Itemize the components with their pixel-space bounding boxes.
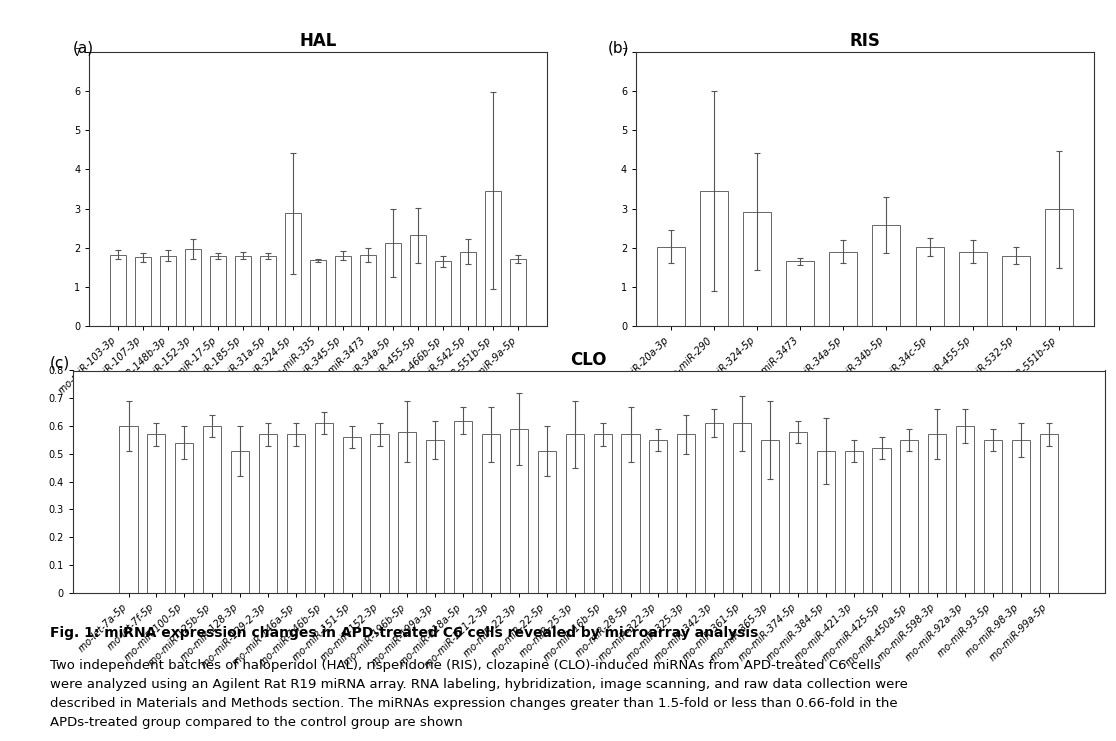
Bar <box>410 235 426 326</box>
Bar <box>901 440 918 593</box>
Bar <box>287 434 305 593</box>
Bar <box>929 434 946 593</box>
Bar <box>119 426 137 593</box>
Bar <box>482 434 500 593</box>
Bar <box>829 252 857 326</box>
Text: (a): (a) <box>73 41 94 56</box>
Bar <box>460 252 477 326</box>
Bar <box>761 440 779 593</box>
Bar <box>650 440 667 593</box>
Bar <box>110 255 126 326</box>
Bar <box>1045 209 1072 326</box>
Text: Two independent batches of haloperidol (HAL), risperidone (RIS), clozapine (CLO): Two independent batches of haloperidol (… <box>50 659 908 729</box>
Bar <box>335 256 352 326</box>
Text: (c): (c) <box>50 356 70 370</box>
Bar <box>231 451 249 593</box>
Bar <box>454 421 472 593</box>
Bar <box>343 437 360 593</box>
Bar <box>956 426 974 593</box>
Bar <box>426 440 444 593</box>
Bar <box>385 243 401 326</box>
Bar <box>789 431 807 593</box>
Text: (b): (b) <box>608 41 629 56</box>
Bar <box>1012 440 1030 593</box>
Bar <box>135 257 152 326</box>
Bar <box>677 434 695 593</box>
Bar <box>845 451 863 593</box>
Text: Fig. 1: miRNA expression changes in APD-treated C6 cells revealed by microarray : Fig. 1: miRNA expression changes in APD-… <box>50 626 759 640</box>
Bar <box>510 259 526 326</box>
Bar <box>733 423 751 593</box>
Bar <box>594 434 612 593</box>
Bar <box>873 448 891 593</box>
Bar <box>700 191 728 326</box>
Bar <box>260 256 277 326</box>
Bar <box>235 256 251 326</box>
Bar <box>185 249 201 326</box>
Bar <box>1040 434 1058 593</box>
Bar <box>705 423 723 593</box>
Bar <box>984 440 1002 593</box>
Bar <box>175 442 193 593</box>
Bar <box>435 262 451 326</box>
Bar <box>817 451 835 593</box>
Bar <box>398 431 416 593</box>
Bar <box>484 190 501 326</box>
Bar <box>959 252 987 326</box>
Bar <box>160 256 176 326</box>
Bar <box>285 213 301 326</box>
Bar <box>359 255 376 326</box>
Bar <box>510 429 528 593</box>
Bar <box>1002 256 1030 326</box>
Title: CLO: CLO <box>570 351 607 369</box>
Title: RIS: RIS <box>849 33 881 50</box>
Bar <box>203 426 221 593</box>
Bar <box>310 260 326 326</box>
Bar <box>743 212 771 326</box>
Bar <box>259 434 277 593</box>
Bar <box>657 247 685 326</box>
Bar <box>147 434 165 593</box>
Bar <box>210 256 227 326</box>
Bar <box>371 434 388 593</box>
Bar <box>873 225 901 326</box>
Bar <box>622 434 639 593</box>
Bar <box>538 451 556 593</box>
Bar <box>566 434 584 593</box>
Bar <box>915 247 943 326</box>
Bar <box>787 262 815 326</box>
Title: HAL: HAL <box>299 33 337 50</box>
Bar <box>315 423 333 593</box>
